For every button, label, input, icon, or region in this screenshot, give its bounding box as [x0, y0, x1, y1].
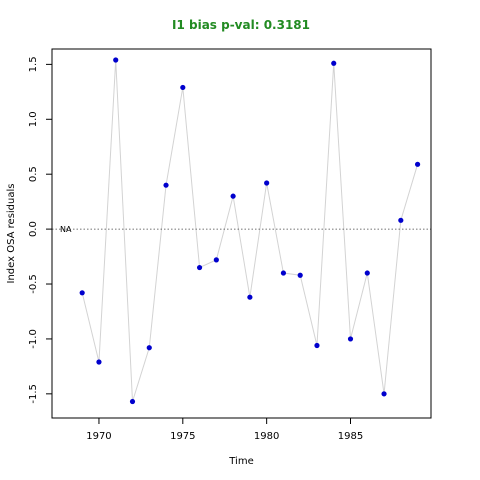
y-tick-label: 1.5 — [28, 56, 39, 72]
y-tick-label: -0.5 — [28, 274, 39, 294]
x-tick-label: 1975 — [170, 431, 195, 442]
data-point — [314, 342, 320, 349]
data-point — [213, 257, 219, 263]
data-point — [163, 182, 169, 188]
data-point — [414, 161, 421, 167]
data-point — [113, 57, 119, 63]
x-tick-label: 1985 — [338, 431, 363, 442]
data-point — [96, 359, 102, 365]
x-tick-label: 1980 — [254, 431, 279, 442]
data-point — [264, 180, 270, 186]
y-tick-label: -1.5 — [28, 384, 39, 404]
y-axis-title: Index OSA residuals — [6, 184, 17, 284]
series-line — [81, 59, 419, 402]
data-point — [347, 336, 354, 342]
x-axis-title: Time — [228, 456, 253, 467]
reference-line-label: NA — [60, 225, 72, 234]
y-tick-label: 0.5 — [28, 166, 39, 182]
y-tick-label: 1.0 — [28, 111, 39, 127]
data-point — [180, 84, 186, 91]
y-tick-label: -1.0 — [28, 329, 39, 349]
x-tick-label: 1970 — [86, 431, 111, 442]
data-point — [331, 60, 337, 66]
data-point — [381, 391, 387, 397]
data-point — [364, 270, 370, 276]
data-point — [398, 217, 404, 223]
plot-frame — [51, 48, 432, 419]
data-point — [146, 345, 152, 351]
data-point — [280, 270, 287, 276]
data-point — [230, 193, 236, 199]
data-point — [297, 272, 303, 278]
data-point — [247, 294, 253, 300]
chart-title: I1 bias p-val: 0.3181 — [172, 18, 310, 32]
data-point — [129, 398, 136, 405]
data-point — [79, 290, 85, 296]
data-point — [196, 264, 203, 271]
y-tick-label: 0.0 — [28, 221, 39, 237]
